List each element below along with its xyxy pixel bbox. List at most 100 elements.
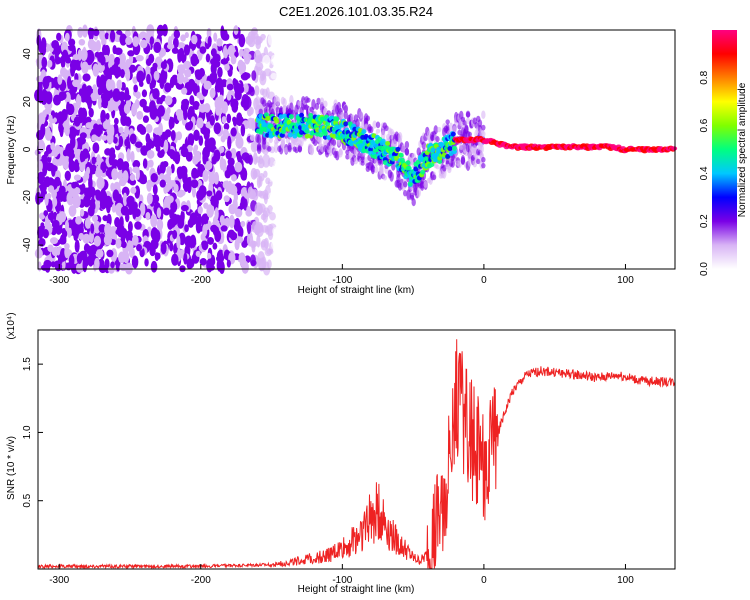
- noise-blob: [219, 215, 225, 225]
- noise-blob: [159, 179, 166, 188]
- noise-blob: [152, 184, 158, 195]
- noise-blob: [163, 207, 171, 216]
- noise-blob: [160, 48, 167, 57]
- noise-blob: [222, 180, 230, 189]
- noise-blob: [74, 164, 80, 172]
- spectrogram-y-label: Frequency (Hz): [6, 116, 17, 185]
- noise-blob: [220, 225, 228, 232]
- noise-blob: [118, 251, 126, 264]
- noise-blob: [92, 63, 100, 77]
- noise-blob: [213, 149, 221, 162]
- noise-blob: [74, 239, 80, 253]
- noise-blob: [184, 224, 189, 233]
- spectrogram-heatmap: [34, 23, 678, 276]
- noise-blob: [73, 174, 81, 181]
- noise-blob: [164, 82, 172, 93]
- noise-blob: [68, 160, 76, 173]
- noise-blob: [45, 91, 53, 105]
- noise-blob: [218, 146, 225, 154]
- noise-blob: [132, 76, 138, 84]
- noise-blob: [262, 54, 271, 69]
- noise-blob: [92, 85, 98, 100]
- noise-blob: [124, 262, 133, 275]
- noise-blob: [59, 67, 67, 77]
- noise-blob: [44, 150, 49, 157]
- noise-blob: [190, 53, 199, 67]
- noise-blob: [131, 234, 139, 246]
- signal-spread: [311, 99, 316, 110]
- noise-blob: [116, 223, 125, 238]
- noise-blob: [250, 240, 256, 249]
- noise-blob: [155, 145, 161, 152]
- signal-spread: [273, 141, 279, 153]
- signal-spread: [358, 111, 364, 119]
- signal-spread: [319, 143, 325, 153]
- noise-blob: [203, 80, 212, 90]
- noise-blob: [275, 203, 281, 211]
- colorbar-tick-label: 0.4: [699, 166, 710, 180]
- noise-blob: [63, 162, 70, 170]
- noise-blob: [214, 229, 222, 243]
- noise-blob: [259, 88, 265, 96]
- colorbar: 0.0 0.2 0.4 0.6 0.8 Normalized spectral ampl…: [699, 30, 748, 276]
- noise-blob: [95, 191, 102, 201]
- noise-blob: [84, 189, 91, 198]
- noise-blob: [196, 213, 202, 225]
- noise-blob: [68, 45, 75, 52]
- noise-blob: [88, 107, 94, 118]
- noise-blob: [136, 123, 145, 133]
- noise-blob: [132, 159, 141, 169]
- noise-blob: [146, 192, 153, 205]
- noise-blob: [122, 161, 130, 170]
- noise-blob: [152, 88, 160, 100]
- noise-blob: [135, 167, 140, 181]
- noise-blob: [176, 112, 183, 122]
- noise-blob: [146, 149, 155, 159]
- noise-blob: [104, 258, 110, 269]
- signal-spread: [481, 124, 486, 131]
- signal-spread: [309, 147, 314, 155]
- noise-blob: [108, 154, 114, 166]
- noise-blob: [208, 172, 216, 185]
- noise-blob: [122, 192, 128, 207]
- noise-blob: [88, 176, 93, 191]
- noise-blob: [61, 108, 68, 121]
- noise-blob: [54, 56, 62, 65]
- noise-blob: [217, 66, 223, 78]
- noise-blob: [132, 36, 139, 48]
- noise-blob: [129, 133, 137, 145]
- noise-blob: [133, 208, 141, 217]
- signal-ridge-point: [263, 112, 269, 118]
- noise-blob: [212, 242, 218, 250]
- noise-blob: [173, 183, 179, 193]
- noise-blob: [225, 150, 232, 160]
- noise-blob: [100, 161, 107, 173]
- signal-spread: [370, 165, 376, 173]
- noise-blob: [203, 102, 211, 113]
- spectrogram-x-ticks: -300 -200 -100 0 100: [49, 264, 634, 286]
- signal-spread: [450, 158, 455, 168]
- noise-blob: [130, 150, 135, 163]
- noise-blob: [112, 45, 117, 55]
- noise-blob: [101, 134, 108, 141]
- noise-blob: [258, 259, 266, 272]
- noise-blob: [189, 212, 198, 226]
- signal-ridge-point: [304, 128, 310, 134]
- signal-spread: [326, 110, 331, 117]
- signal-spread: [258, 108, 264, 116]
- noise-blob: [187, 78, 196, 92]
- signal-spread: [360, 156, 365, 163]
- noise-blob: [56, 32, 62, 42]
- signal-spread: [479, 143, 484, 154]
- noise-blob: [210, 195, 216, 207]
- noise-blob: [186, 144, 193, 153]
- noise-blob: [49, 237, 59, 245]
- noise-blob: [219, 156, 225, 171]
- noise-blob: [170, 129, 176, 142]
- noise-blob: [139, 202, 146, 217]
- noise-blob: [139, 31, 148, 40]
- noise-blob: [119, 55, 126, 69]
- noise-blob: [192, 155, 199, 165]
- x-tick-label: -200: [191, 275, 211, 286]
- noise-blob: [210, 58, 219, 66]
